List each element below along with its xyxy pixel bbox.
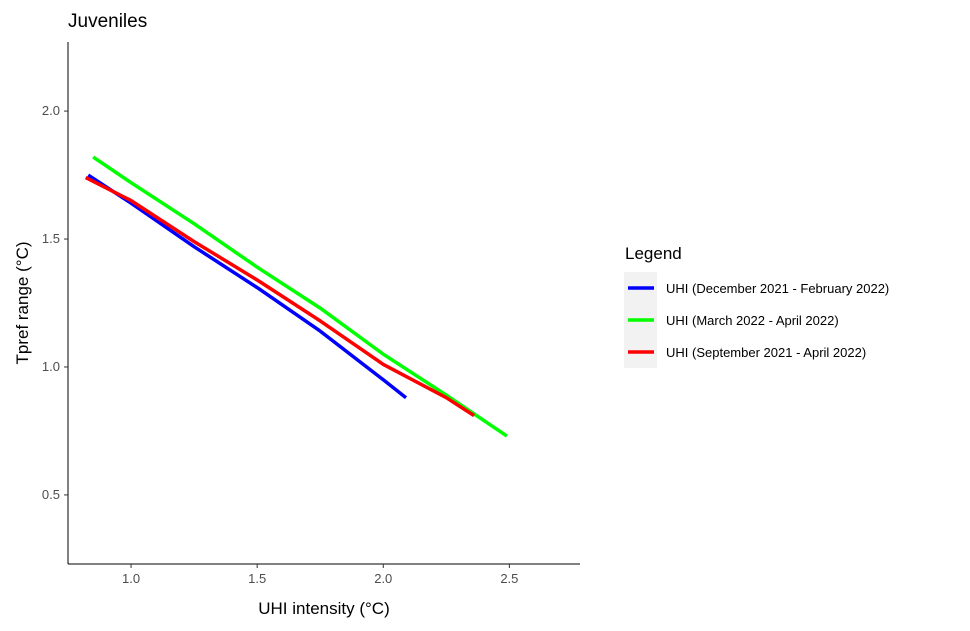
- x-axis-label: UHI intensity (°C): [258, 599, 389, 618]
- x-ticks: 1.0 1.5 2.0 2.5: [122, 564, 518, 586]
- legend-label-2: UHI (March 2022 - April 2022): [666, 313, 839, 328]
- plot-area: 0.5 1.0 1.5 2.0 1.0 1.5 2.0 2.5: [42, 42, 580, 586]
- x-tick-label: 1.5: [248, 571, 266, 586]
- y-ticks: 0.5 1.0 1.5 2.0: [42, 103, 68, 502]
- y-tick-label: 1.5: [42, 231, 60, 246]
- legend-items: UHI (December 2021 - February 2022) UHI (…: [628, 281, 889, 360]
- y-tick-label: 0.5: [42, 487, 60, 502]
- y-axis-label: Tpref range (°C): [13, 241, 32, 364]
- legend: Legend UHI (December 2021 - February 202…: [624, 244, 889, 368]
- y-tick-label: 2.0: [42, 103, 60, 118]
- x-tick-label: 2.0: [374, 571, 392, 586]
- legend-label-3: UHI (September 2021 - April 2022): [666, 345, 866, 360]
- x-tick-label: 1.0: [122, 571, 140, 586]
- series-line-2: [92, 155, 508, 438]
- series-line-3: [84, 176, 476, 418]
- legend-title: Legend: [625, 244, 682, 263]
- chart-title: Juveniles: [68, 11, 147, 32]
- x-tick-label: 2.5: [500, 571, 518, 586]
- legend-label-1: UHI (December 2021 - February 2022): [666, 281, 889, 296]
- y-tick-label: 1.0: [42, 359, 60, 374]
- series-line-1: [87, 173, 408, 400]
- series-lines: [84, 155, 508, 438]
